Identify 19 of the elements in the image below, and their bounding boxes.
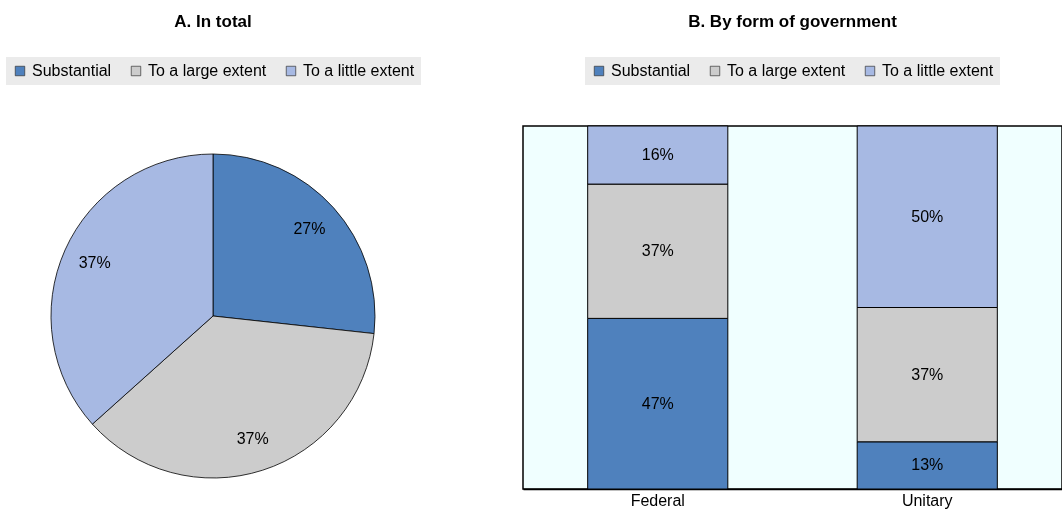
data-label: 50% [911,207,944,225]
data-label: 16% [641,146,674,164]
legend-label: Substantial [611,62,691,79]
chart-title: A. In total [174,12,252,31]
legend-label: Substantial [32,62,112,79]
x-tick-label: Federal [630,491,685,509]
legend-label: To a large extent [727,62,846,79]
legend-label: To a little extent [882,62,994,79]
chart-title: B. By form of government [688,12,898,31]
data-label: 37% [78,254,111,272]
data-label: 13% [911,456,944,474]
data-label: 47% [641,394,674,412]
x-tick-label: Unitary [901,491,953,509]
legend-label: To a little extent [303,62,415,79]
legend-label: To a large extent [148,62,267,79]
data-label: 27% [293,220,326,238]
data-label: 37% [641,242,674,260]
data-label: 37% [236,430,269,448]
data-label: 37% [911,365,944,383]
